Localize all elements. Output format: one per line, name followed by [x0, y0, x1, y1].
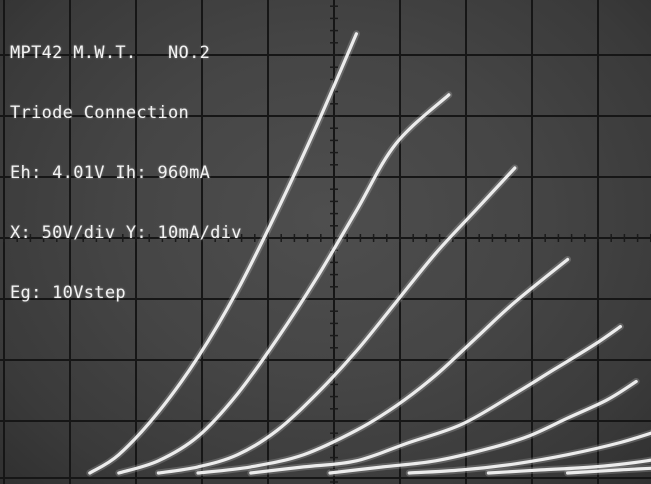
scope-readout: MPT42 M.W.T. NO.2 Triode Connection Eh: … [10, 3, 242, 343]
plate-curve-6 [328, 379, 638, 475]
readout-scale: X: 50V/div Y: 10mA/div [10, 223, 242, 243]
plate-curve-1 [88, 32, 358, 475]
plate-curve-glow [326, 378, 640, 477]
plate-curve-7 [407, 431, 651, 475]
readout-connection: Triode Connection [10, 103, 190, 123]
plate-curves [86, 30, 651, 477]
readout-tube-id: MPT42 M.W.T. NO.2 [10, 43, 211, 63]
plate-curve-4 [196, 257, 570, 475]
readout-grid-step: Eg: 10Vstep [10, 283, 126, 303]
plate-curve-5 [249, 325, 622, 475]
plate-curve-3 [156, 166, 517, 475]
plate-curve-9 [566, 466, 651, 475]
plate-curve-8 [486, 458, 651, 475]
readout-heater: Eh: 4.01V Ih: 960mA [10, 163, 211, 183]
plate-curve-2 [117, 93, 451, 475]
